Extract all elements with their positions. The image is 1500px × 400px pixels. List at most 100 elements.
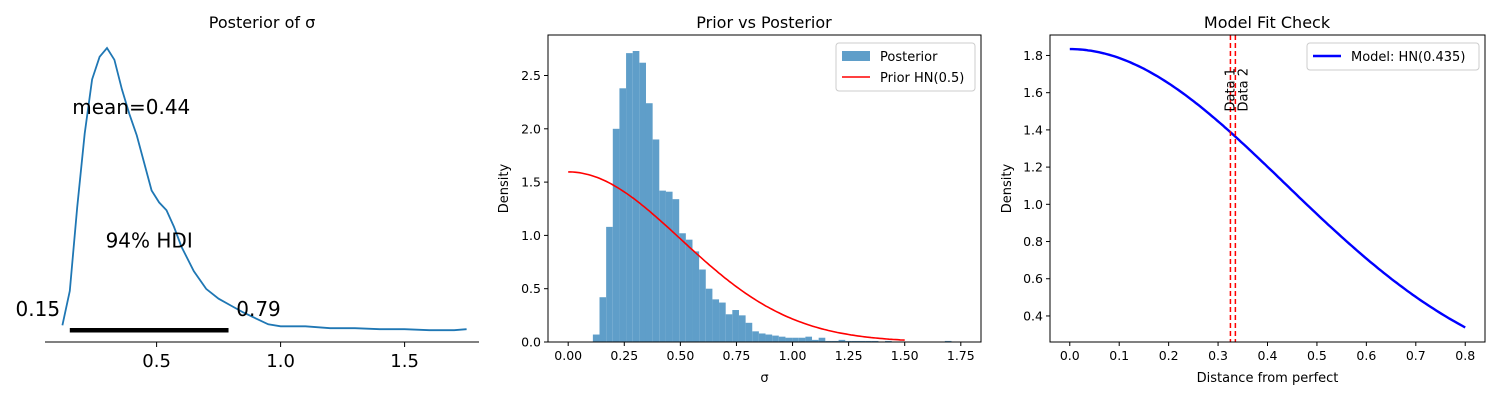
histogram-bar (619, 88, 627, 342)
panel2-title: Prior vs Posterior (696, 13, 832, 32)
panel3-y-tick-label: 1.2 (1023, 160, 1043, 175)
histogram-bar (699, 269, 706, 342)
panel3-x-tick-label: 0.7 (1406, 348, 1426, 363)
panel2-x-tick-label: 0.75 (723, 348, 751, 363)
histogram-bar (592, 334, 600, 342)
panel3-x-tick-label: 0.1 (1109, 348, 1129, 363)
panel2-ylabel: Density (497, 163, 512, 213)
histogram-bar (838, 339, 846, 342)
legend-frame (1306, 42, 1480, 71)
histogram-bar (758, 333, 766, 342)
panel3-y-tick-label: 1.6 (1023, 85, 1043, 100)
histogram-bar (944, 340, 952, 342)
panel3-xlabel: Distance from perfect (1197, 371, 1339, 386)
histogram-bar (725, 314, 733, 342)
histogram-bar (599, 297, 607, 342)
panel2-x-tick-label: 1.75 (947, 348, 975, 363)
histogram-bar (871, 340, 879, 342)
panel3-x-tick-label: 0.0 (1060, 348, 1080, 363)
histogram-bar (845, 340, 852, 342)
histogram-bar (719, 302, 726, 342)
panel2-legend: Posterior Prior HN(0.5) (835, 42, 976, 92)
legend-swatch-posterior (842, 51, 870, 61)
panel3-x-tick-label: 0.3 (1208, 348, 1228, 363)
data-1-label: Data 1 (1223, 68, 1238, 111)
histogram-bar (851, 340, 859, 342)
histogram-bar (606, 226, 613, 342)
histogram-bar (672, 199, 680, 342)
histogram-bar (692, 251, 700, 342)
legend-label-model: Model: HN(0.435) (1351, 50, 1465, 65)
histogram-bar (785, 337, 793, 342)
legend-frame (835, 42, 976, 92)
panel3-title: Model Fit Check (1204, 13, 1331, 32)
panel-prior-vs-posterior: Prior vs Posterior 0.00 0.25 0.50 0.75 1.00 1… (497, 13, 982, 386)
panel2-x-tick-label: 1.50 (891, 348, 919, 363)
histogram-bar (679, 233, 686, 342)
histogram-bar (805, 336, 813, 342)
panel2-x-tick-label: 0.00 (554, 348, 582, 363)
hdi-high-label: 0.79 (236, 297, 281, 321)
panel3-x-tick-label: 0.2 (1159, 348, 1179, 363)
panel3-x-tick-label: 0.8 (1455, 348, 1475, 363)
panel1-x-tick-label: 1.0 (266, 351, 295, 372)
histogram-bar (858, 340, 866, 342)
panel-posterior: Posterior of σ 0.5 1.0 1.5 mean=0.44 94% H… (16, 13, 479, 372)
histogram-bar (632, 50, 640, 342)
histogram-bar (752, 331, 759, 342)
histogram-bar (778, 336, 786, 342)
panel1-title: Posterior of σ (209, 13, 315, 32)
data-2-label: Data 2 (1236, 68, 1251, 111)
panel2-y-tick-label: 2.0 (521, 121, 541, 136)
panel2-x-tick-label: 0.50 (666, 348, 694, 363)
hdi-annotation: 94% HDI (106, 229, 193, 253)
posterior-density-line (61, 46, 467, 332)
panel1-x-tick-label: 1.5 (390, 351, 419, 372)
legend-label-prior: Prior HN(0.5) (880, 71, 964, 86)
panel3-y-tick-label: 1.0 (1023, 197, 1043, 212)
panel3-y-tick-label: 0.6 (1023, 271, 1043, 286)
histogram-bar (685, 239, 693, 342)
histogram-bar (705, 288, 713, 342)
mean-annotation: mean=0.44 (72, 95, 190, 119)
panel2-y-tick-label: 2.5 (521, 68, 541, 83)
panel2-y-tick-label: 0.5 (521, 281, 541, 296)
panel2-x-tick-label: 1.00 (779, 348, 807, 363)
histogram-bar (765, 334, 773, 342)
histogram-bar (665, 191, 673, 342)
histogram-bar (792, 337, 799, 342)
histogram-bar (738, 315, 746, 342)
histogram-bar (659, 190, 666, 342)
panel-model-fit: Model Fit Check Data 1 Data 2 0.0 0.1 0.2 0… (1000, 13, 1486, 386)
panel2-x-tick-label: 1.25 (835, 348, 863, 363)
model-density-line (1069, 47, 1466, 329)
panel3-x-tick-label: 0.4 (1258, 348, 1278, 363)
histogram-bar (712, 299, 720, 342)
panel2-x-tick-label: 0.25 (610, 348, 638, 363)
histogram-bar (652, 139, 660, 342)
panel2-y-tick-label: 1.5 (521, 175, 541, 190)
panel3-x-tick-label: 0.5 (1307, 348, 1327, 363)
panel3-axes-frame (1049, 34, 1486, 343)
panel3-y-tick-label: 0.8 (1023, 234, 1043, 249)
histogram-bar (831, 340, 839, 342)
panel2-y-tick-label: 0.0 (521, 335, 541, 350)
panel1-x-tick-label: 0.5 (142, 351, 171, 372)
histogram-bar (825, 340, 832, 342)
panel3-y-tick-label: 1.4 (1023, 122, 1043, 137)
panel2-axes-frame (547, 34, 982, 343)
histogram-bar (818, 337, 826, 342)
histogram-bar (885, 340, 892, 342)
histogram-bar (865, 340, 872, 342)
histogram-bar (639, 62, 646, 343)
panel3-y-tick-label: 0.4 (1023, 308, 1043, 323)
panel3-legend: Model: HN(0.435) (1306, 42, 1480, 71)
histogram-bar (745, 322, 753, 342)
panel3-x-tick-label: 0.6 (1356, 348, 1376, 363)
histogram-bar (645, 103, 653, 342)
histogram-bar (732, 310, 739, 342)
histogram-bar (772, 335, 779, 342)
histogram-bar (612, 128, 620, 342)
